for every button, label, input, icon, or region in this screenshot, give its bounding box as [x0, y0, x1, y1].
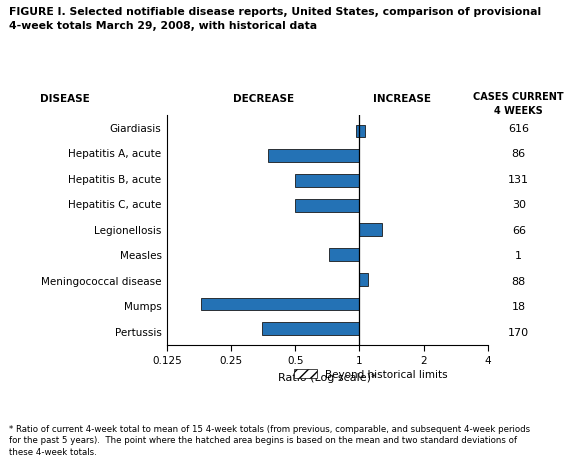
Text: Meningococcal disease: Meningococcal disease — [41, 276, 162, 286]
Bar — [263, 323, 359, 335]
Legend: Beyond historical limits: Beyond historical limits — [294, 369, 447, 379]
Bar — [359, 224, 382, 237]
Text: 4-week totals March 29, 2008, with historical data: 4-week totals March 29, 2008, with histo… — [9, 21, 316, 31]
Text: CASES CURRENT: CASES CURRENT — [473, 92, 564, 102]
Text: 616: 616 — [508, 124, 530, 133]
Text: 88: 88 — [511, 276, 526, 286]
Text: Hepatitis A, acute: Hepatitis A, acute — [69, 149, 162, 159]
Text: 170: 170 — [508, 327, 530, 337]
Text: 1: 1 — [515, 251, 522, 261]
Text: 131: 131 — [508, 175, 530, 184]
Bar — [356, 125, 365, 138]
X-axis label: Ratio (Log scale)*: Ratio (Log scale)* — [278, 372, 376, 382]
Text: FIGURE I. Selected notifiable disease reports, United States, comparison of prov: FIGURE I. Selected notifiable disease re… — [9, 7, 540, 17]
Text: 86: 86 — [512, 149, 526, 159]
Text: Giardiasis: Giardiasis — [110, 124, 162, 133]
Bar — [201, 298, 359, 311]
Text: 66: 66 — [512, 225, 526, 235]
Text: 4 WEEKS: 4 WEEKS — [494, 106, 543, 116]
Bar — [329, 249, 359, 262]
Text: * Ratio of current 4-week total to mean of 15 4-week totals (from previous, comp: * Ratio of current 4-week total to mean … — [9, 424, 530, 456]
Text: Measles: Measles — [120, 251, 162, 261]
Text: DISEASE: DISEASE — [40, 94, 90, 104]
Text: Legionellosis: Legionellosis — [94, 225, 162, 235]
Text: 18: 18 — [512, 302, 526, 312]
Text: DECREASE: DECREASE — [233, 94, 294, 104]
Text: Mumps: Mumps — [124, 302, 162, 312]
Bar — [268, 150, 359, 163]
Text: INCREASE: INCREASE — [373, 94, 431, 104]
Bar — [295, 199, 359, 212]
Text: Pertussis: Pertussis — [115, 327, 162, 337]
Bar — [359, 273, 369, 286]
Text: Hepatitis C, acute: Hepatitis C, acute — [68, 200, 162, 210]
Text: 30: 30 — [512, 200, 526, 210]
Text: Hepatitis B, acute: Hepatitis B, acute — [69, 175, 162, 184]
Bar — [295, 175, 359, 188]
